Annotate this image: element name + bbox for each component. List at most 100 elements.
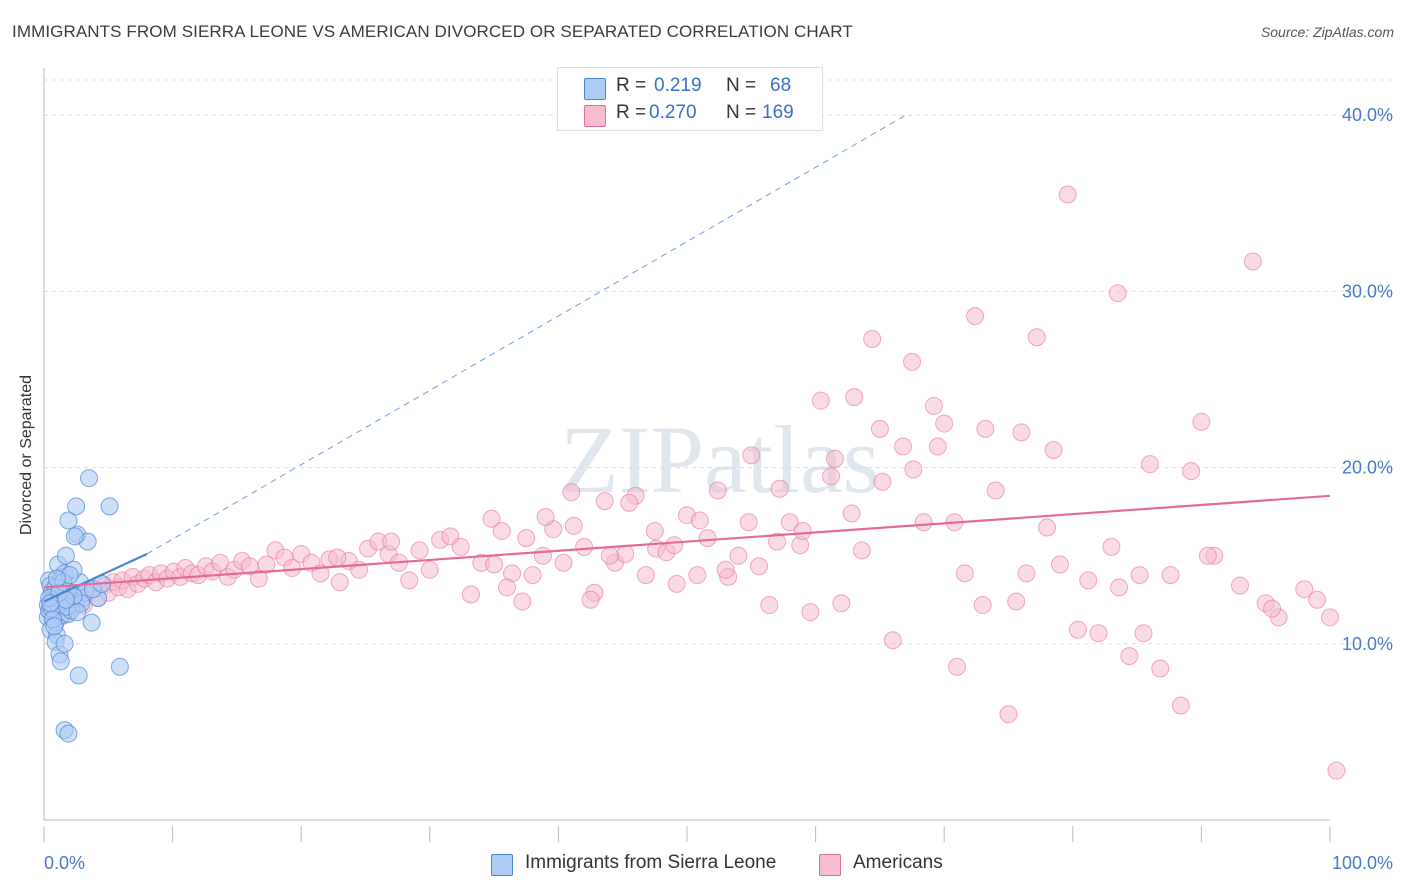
legend-r-value: 0.219	[654, 75, 702, 96]
legend-n-value: 68	[770, 75, 792, 96]
americans-point	[742, 446, 761, 465]
americans-point	[1151, 659, 1170, 678]
americans-point	[249, 569, 268, 588]
chart-title: IMMIGRANTS FROM SIERRA LEONE VS AMERICAN…	[12, 22, 853, 41]
americans-point	[760, 596, 779, 615]
americans-point	[1198, 546, 1217, 565]
americans-point	[825, 449, 844, 468]
americans-point	[842, 504, 861, 523]
legend-swatch-blue	[584, 78, 606, 100]
americans-point	[986, 481, 1005, 500]
americans-point	[914, 513, 933, 532]
americans-point	[1140, 455, 1159, 474]
americans-point	[750, 557, 769, 576]
americans-point	[822, 467, 841, 486]
americans-point	[870, 419, 889, 438]
americans-point	[973, 596, 992, 615]
americans-point	[793, 522, 812, 541]
y-tick-label: 10.0%	[1342, 634, 1393, 654]
americans-point	[536, 507, 555, 526]
americans-point	[451, 537, 470, 556]
sierra-leone-point	[47, 569, 66, 588]
americans-point	[1171, 696, 1190, 715]
americans-point	[1321, 608, 1339, 627]
americans-point	[1017, 564, 1036, 583]
americans-point	[770, 479, 789, 498]
americans-point	[636, 566, 655, 585]
sierra-leone-point	[110, 657, 129, 676]
americans-point	[330, 573, 349, 592]
americans-point	[211, 553, 230, 572]
americans-point	[1192, 412, 1211, 431]
legend-swatch-pink	[584, 105, 606, 127]
americans-point	[600, 546, 619, 565]
americans-point	[1120, 647, 1139, 666]
americans-point	[690, 511, 709, 530]
americans-point	[492, 522, 511, 541]
legend-n-value: 169	[762, 102, 794, 123]
americans-point	[832, 594, 851, 613]
americans-point	[883, 631, 902, 650]
americans-point	[852, 541, 871, 560]
x-tick-label-min: 0.0%	[44, 853, 85, 873]
americans-point	[1079, 571, 1098, 590]
sierra-leone-point	[100, 497, 119, 516]
americans-point	[1027, 328, 1046, 347]
americans-point	[257, 555, 276, 574]
americans-point	[729, 546, 748, 565]
americans-point	[955, 564, 974, 583]
americans-point	[904, 460, 923, 479]
americans-point	[497, 578, 516, 597]
sierra-leone-point	[56, 546, 75, 565]
bottom-legend-swatch-blue	[491, 854, 513, 876]
americans-point	[1102, 537, 1121, 556]
americans-point	[698, 529, 717, 548]
americans-point	[533, 546, 552, 565]
americans-point	[1182, 462, 1201, 481]
americans-point	[665, 536, 684, 555]
americans-point	[1089, 624, 1108, 643]
americans-point	[1012, 423, 1031, 442]
americans-point	[708, 481, 727, 500]
sierra-leone-point	[69, 666, 88, 685]
trend-lines	[43, 114, 1331, 603]
americans-point	[1038, 518, 1057, 537]
sierra-leone-trend	[43, 552, 148, 603]
sierra-leone-trend-dashed	[146, 114, 906, 555]
y-tick-label: 20.0%	[1342, 458, 1393, 478]
americans-point	[1308, 590, 1327, 609]
americans-point	[903, 352, 922, 371]
americans-point	[739, 513, 758, 532]
legend: R = 0.219 N = 68 R = 0.270 N = 169	[557, 67, 823, 131]
bottom-legend-label: Americans	[853, 852, 943, 873]
americans-point	[562, 483, 581, 502]
americans-point	[924, 396, 943, 415]
axes	[43, 68, 1331, 842]
americans-point	[382, 532, 401, 551]
americans-point	[1327, 761, 1346, 780]
americans-point	[420, 560, 439, 579]
americans-point	[811, 391, 830, 410]
americans-point	[948, 657, 967, 676]
americans-point	[564, 516, 583, 535]
sierra-leone-point	[82, 613, 101, 632]
americans-point	[1058, 185, 1077, 204]
americans-point	[1295, 580, 1314, 599]
americans-point	[845, 388, 864, 407]
sierra-leone-point	[67, 497, 86, 516]
y-tick-label: 40.0%	[1342, 105, 1393, 125]
americans-point	[554, 553, 573, 572]
sierra-leone-point	[68, 603, 87, 622]
x-tick-label-max: 100.0%	[1332, 853, 1393, 873]
americans-point	[1108, 284, 1127, 303]
americans-point	[935, 414, 954, 433]
americans-point	[688, 566, 707, 585]
americans-point	[1230, 576, 1249, 595]
legend-n-label: N =	[726, 102, 757, 123]
sierra-leone-point	[41, 594, 60, 613]
sierra-leone-point	[80, 469, 99, 488]
americans-point	[966, 307, 985, 326]
americans-point	[1243, 252, 1262, 271]
americans-point	[1134, 624, 1153, 643]
americans-point	[1263, 599, 1282, 618]
